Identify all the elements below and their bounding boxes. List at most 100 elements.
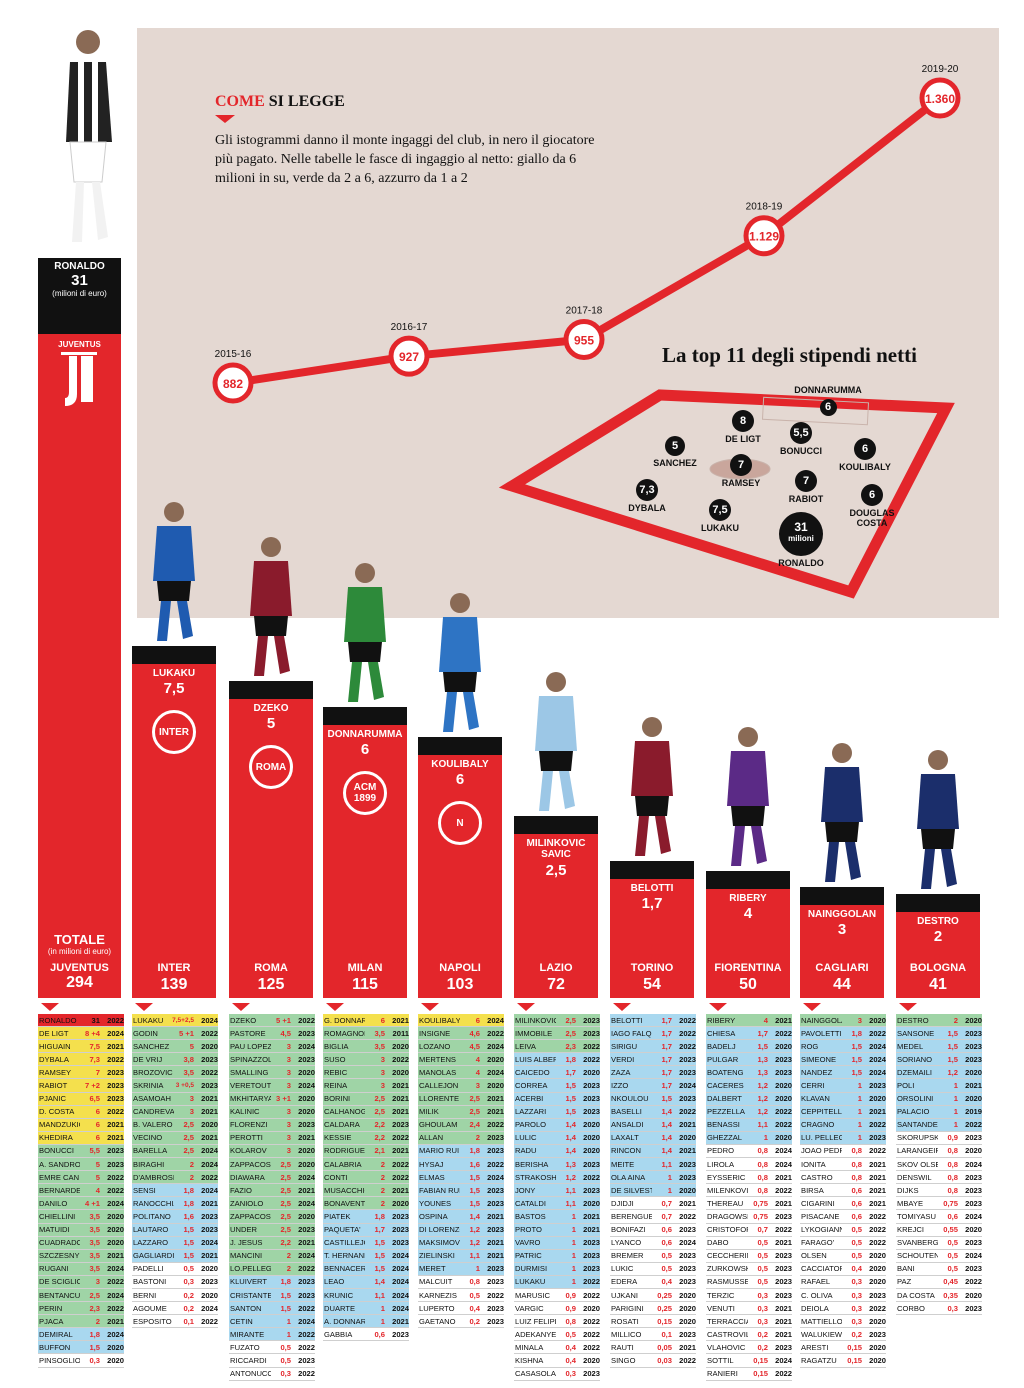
roster-salary: 1,5 bbox=[469, 1198, 480, 1208]
roster-contract-year: 2021 bbox=[107, 1041, 124, 1051]
roster-contract-year: 2022 bbox=[583, 1172, 600, 1182]
roster-salary: 0,5 bbox=[565, 1329, 576, 1339]
roster-salary: 0,2 bbox=[469, 1316, 480, 1326]
roster-player-name: GABBIA bbox=[324, 1329, 353, 1339]
roster-salary: 0,25 bbox=[657, 1303, 672, 1313]
bar-torino: BELOTTI 1,7 TORINO 54 bbox=[610, 861, 694, 998]
roster-player-name: LAZZARI bbox=[515, 1107, 547, 1117]
roster-salary: 0,4 bbox=[565, 1355, 576, 1365]
roster-player-name: BENASSI bbox=[707, 1120, 740, 1130]
roster-salary: 2 bbox=[380, 1159, 385, 1169]
roster-player-name: KOLAROV bbox=[230, 1146, 267, 1156]
roster-row: BIRAGHI 2 2024 bbox=[132, 1158, 218, 1172]
roster-contract-year: 2022 bbox=[583, 1041, 600, 1051]
roster-row: DIAWARA 2,5 2024 bbox=[229, 1171, 315, 1185]
roster-player-name: RAMSEY bbox=[39, 1067, 72, 1077]
roster-salary: 1,1 bbox=[757, 1120, 768, 1130]
roster-player-name: SANSONE bbox=[897, 1028, 935, 1038]
roster-row: OSPINA 1,4 2021 bbox=[418, 1210, 504, 1224]
roster-contract-year: 2021 bbox=[201, 1198, 218, 1208]
roster-contract-year: 2021 bbox=[583, 1225, 600, 1235]
roster-salary: 0,7 bbox=[757, 1225, 768, 1235]
roster-contract-year: 2020 bbox=[392, 1198, 409, 1208]
roster-contract-year: 2023 bbox=[679, 1264, 696, 1274]
roster-salary: 0,45 bbox=[943, 1277, 958, 1287]
roster-contract-year: 2022 bbox=[965, 1120, 982, 1130]
roster-salary: 0,8 bbox=[947, 1172, 958, 1182]
roster-salary: 1 bbox=[667, 1185, 672, 1195]
roster-contract-year: 2022 bbox=[869, 1211, 886, 1221]
roster-contract-year: 2023 bbox=[965, 1133, 982, 1143]
roster-marker bbox=[326, 1003, 344, 1011]
roster-player-name: SINGO bbox=[611, 1355, 636, 1365]
roster-salary: 0,8 bbox=[757, 1172, 768, 1182]
bar-inter: LUKAKU 7,5 INTER INTER 139 bbox=[132, 646, 216, 998]
roster-salary: 2,5 bbox=[280, 1172, 291, 1182]
roster-salary: 1,5 bbox=[851, 1067, 862, 1077]
trend-point bbox=[563, 318, 605, 360]
roster-salary: 5,5 bbox=[89, 1146, 100, 1156]
roster-contract-year: 2023 bbox=[775, 1067, 792, 1077]
roster-player-name: CRISTANTE bbox=[230, 1290, 271, 1300]
juventus-crest-label: JUVENTUS bbox=[58, 340, 101, 349]
roster-contract-year: 2023 bbox=[775, 1264, 792, 1274]
roster-contract-year: 2023 bbox=[869, 1133, 886, 1143]
roster-salary: 1 bbox=[571, 1264, 576, 1274]
roster-salary: 2,5 bbox=[183, 1146, 194, 1156]
roster-row: BONIFAZI 0,6 2023 bbox=[610, 1224, 696, 1237]
roster-salary: 0,8 bbox=[851, 1172, 862, 1182]
roster-contract-year: 2024 bbox=[298, 1198, 315, 1208]
roster-row: MERET 1 2023 bbox=[418, 1262, 504, 1276]
roster-salary: 6 bbox=[475, 1015, 480, 1025]
roster-row: CANDREVA 3 2021 bbox=[132, 1105, 218, 1119]
roster-salary: 0,15 bbox=[847, 1355, 862, 1365]
roster-contract-year: 2021 bbox=[869, 1185, 886, 1195]
roster-contract-year: 2023 bbox=[965, 1185, 982, 1195]
bar-top-player-salary: 5 bbox=[266, 715, 276, 732]
roster-contract-year: 2020 bbox=[679, 1290, 696, 1300]
roster-player-name: BERNI bbox=[133, 1290, 157, 1300]
roster-salary: 1,4 bbox=[565, 1120, 576, 1130]
roster-player-name: PISACANE bbox=[801, 1211, 840, 1221]
roster-contract-year: 2024 bbox=[392, 1303, 409, 1313]
roster-contract-year: 2023 bbox=[487, 1303, 504, 1313]
roster-salary: 0,5 bbox=[947, 1264, 958, 1274]
roster-row: BANI 0,5 2023 bbox=[896, 1263, 982, 1276]
roster-salary: 3 bbox=[380, 1054, 385, 1064]
roster-row: VLAHOVIC 0,2 2023 bbox=[706, 1341, 792, 1355]
roster-salary: 0,3 bbox=[757, 1316, 768, 1326]
roster-player-name: GHEZZAL bbox=[707, 1133, 743, 1143]
roster-salary: 1,5 bbox=[280, 1290, 291, 1300]
roster-row: IONITA 0,8 2021 bbox=[800, 1158, 886, 1172]
roster-contract-year: 2020 bbox=[965, 1290, 982, 1300]
bar-top-player-name: DONNARUMMA bbox=[327, 729, 403, 740]
roster-player-name: MATTIELLO bbox=[801, 1316, 842, 1326]
roster-contract-year: 2021 bbox=[107, 1133, 124, 1143]
roster-salary: 4,6 bbox=[469, 1028, 480, 1038]
roster-row: RICCARDI 0,5 2023 bbox=[229, 1354, 315, 1368]
bar-club-name: NAPOLI bbox=[439, 962, 481, 974]
top11-player-dot: 5 bbox=[665, 436, 685, 456]
roster-player-name: FLORENZI bbox=[230, 1120, 268, 1130]
roster-row: LUIZ FELIPE 0,8 2022 bbox=[514, 1315, 600, 1329]
roster-salary: 1 bbox=[571, 1225, 576, 1235]
roster-row: SANTANDER 1 2022 bbox=[896, 1118, 982, 1132]
roster-salary: 3,5 bbox=[89, 1251, 100, 1261]
roster-row: ZAZA 1,7 2023 bbox=[610, 1066, 696, 1080]
roster-salary: 5 +1 bbox=[276, 1015, 291, 1025]
bar-club-name: CAGLIARI bbox=[815, 962, 869, 974]
roster-player-name: SANTANDER bbox=[897, 1120, 938, 1130]
roster-row: PAQUETA' 1,7 2023 bbox=[323, 1223, 409, 1237]
roster-player-name: LYANCO bbox=[611, 1238, 642, 1248]
roster-contract-year: 2023 bbox=[583, 1028, 600, 1038]
roster-contract-year: 2021 bbox=[775, 1303, 792, 1313]
roster-player-name: PASTORE bbox=[230, 1028, 266, 1038]
roster-player-name: CASTILLEJO bbox=[324, 1238, 365, 1248]
roster-row: T. HERNANDEZ 1,5 2024 bbox=[323, 1249, 409, 1263]
roster-contract-year: 2020 bbox=[201, 1041, 218, 1051]
bar-top-player-name: RIBERY bbox=[729, 893, 767, 904]
roster-salary: 2 bbox=[953, 1015, 958, 1025]
roster-player-name: RODRIGUEZ bbox=[324, 1146, 365, 1156]
roster-player-name: DE SILVESTRI bbox=[611, 1185, 652, 1195]
roster-row: CASASOLA 0,3 2023 bbox=[514, 1368, 600, 1381]
